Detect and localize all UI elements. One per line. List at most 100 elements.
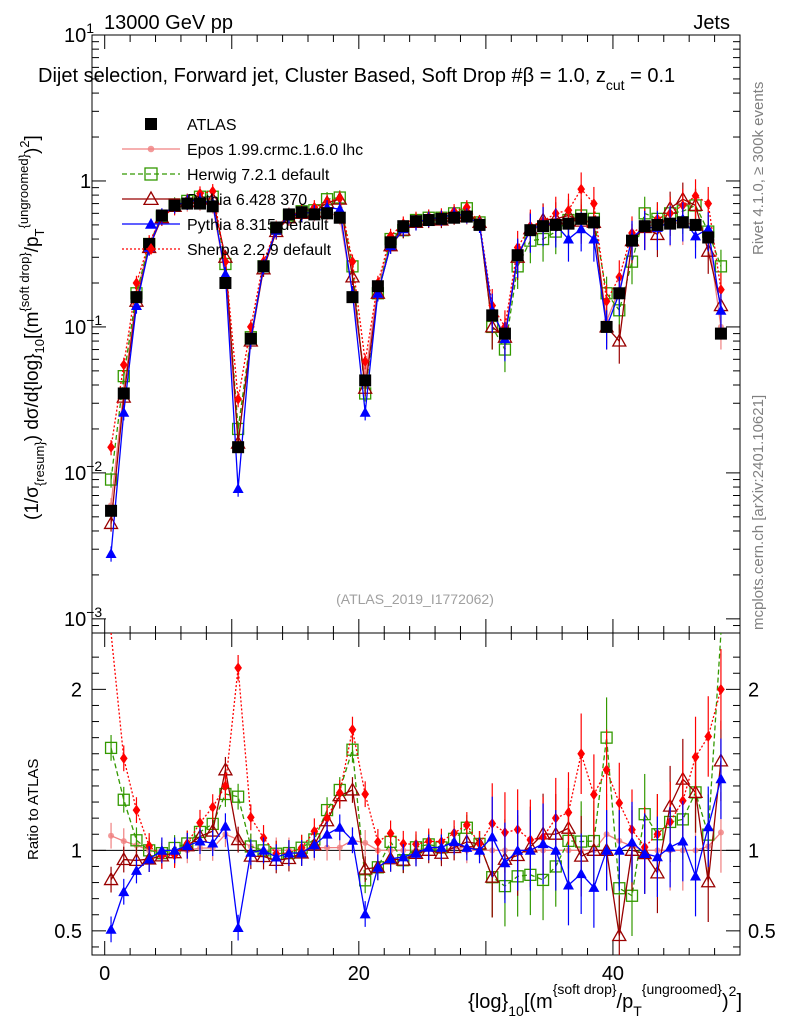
data-point xyxy=(422,214,435,227)
main-y-tick-label: 10−1 xyxy=(64,312,102,339)
ratio-point xyxy=(461,842,473,852)
legend-item: Pythia 8.315 default xyxy=(122,217,329,234)
ratio-point xyxy=(219,820,231,831)
x-tick-label: 0 xyxy=(99,963,110,985)
data-point xyxy=(651,218,664,231)
ratio-point xyxy=(577,748,586,760)
ratio-point xyxy=(397,851,409,862)
tick-base: 10 xyxy=(64,463,86,485)
data-point xyxy=(107,441,115,453)
data-point xyxy=(564,204,573,216)
ratio-point xyxy=(385,853,397,864)
ratio-point xyxy=(484,869,500,883)
x-axis-label: {log}10[(m{soft drop}/pT{ungroomed})2] xyxy=(468,981,742,1019)
legend-marker xyxy=(144,167,158,181)
data-point xyxy=(462,201,471,213)
data-point xyxy=(486,309,499,322)
main-y-tick-label: 101 xyxy=(64,20,94,47)
series-sherpa-2-2-9-default xyxy=(107,172,725,456)
ylabel-part-d: 10 xyxy=(32,339,47,353)
data-point xyxy=(690,230,702,241)
ratio-point xyxy=(499,857,511,868)
ylabel-part-j: ) xyxy=(22,148,43,154)
data-point xyxy=(181,197,194,210)
data-point xyxy=(105,504,118,517)
ratio-point xyxy=(231,790,245,803)
data-point xyxy=(715,304,727,315)
ratio-series-pythia-8-315-default xyxy=(105,738,727,943)
title-main: Dijet selection, Forward jet, Cluster Ba… xyxy=(38,65,524,87)
legend-marker xyxy=(142,190,160,206)
data-point xyxy=(638,220,651,233)
data-point xyxy=(600,320,613,333)
tick-exponent: −1 xyxy=(86,312,102,328)
ylabel-part-b: {resum} xyxy=(32,441,47,486)
legend-item: Epos 1.99.crmc.1.6.0 lhc xyxy=(122,142,363,159)
data-point xyxy=(562,217,575,230)
ratio-point xyxy=(296,847,308,858)
ratio-point xyxy=(486,831,498,842)
ratio-point xyxy=(602,764,611,776)
ratio-point xyxy=(448,836,460,847)
ratio-point xyxy=(372,861,384,872)
legend-marker xyxy=(145,118,157,130)
data-point xyxy=(344,269,361,283)
data-point xyxy=(270,221,283,234)
ratio-point xyxy=(651,851,663,862)
ylabel-part-l: ] xyxy=(22,135,43,140)
ratio-axis-ticks: 0.5 0.5 1 1 2 2 xyxy=(54,656,776,948)
ratio-point xyxy=(348,724,357,736)
ratio-point xyxy=(130,834,143,847)
ratio-point xyxy=(575,868,587,879)
ratio-point xyxy=(677,835,689,846)
data-point xyxy=(590,198,598,210)
ratio-y-tick-label: 1 xyxy=(748,840,759,862)
xlabel-part-e: /p xyxy=(617,991,634,1013)
ratio-point xyxy=(704,730,713,742)
data-point xyxy=(676,216,689,229)
ratio-point xyxy=(270,851,282,862)
ratio-point xyxy=(246,811,255,823)
ratio-series-herwig-7-2-1-default xyxy=(104,632,722,937)
ratio-y-tick-label: 2 xyxy=(748,679,759,701)
ratio-point xyxy=(613,844,625,855)
ratio-point xyxy=(601,844,613,855)
legend-label: Epos 1.99.crmc.1.6.0 lhc xyxy=(187,142,363,159)
data-point xyxy=(386,230,395,242)
ratio-point xyxy=(537,838,549,849)
data-point xyxy=(562,233,574,244)
ratio-point xyxy=(717,829,724,836)
data-point xyxy=(132,277,141,289)
data-point xyxy=(335,192,344,204)
ratio-point xyxy=(232,922,244,933)
ratio-point xyxy=(130,864,142,875)
data-point xyxy=(689,218,702,231)
ratio-point xyxy=(156,844,168,855)
ratio-point xyxy=(410,847,422,858)
title-beta: β = 1.0, z xyxy=(523,65,606,87)
ratio-point xyxy=(169,844,181,855)
data-point xyxy=(664,217,677,230)
ratio-point xyxy=(512,844,524,855)
data-point xyxy=(410,215,422,228)
data-point xyxy=(588,233,600,244)
title-cut: cut xyxy=(606,77,625,93)
ratio-series-group xyxy=(103,632,729,955)
ratio-point xyxy=(462,819,471,831)
title-tail: = 0.1 xyxy=(625,65,676,87)
ratio-y-tick-label: 0.5 xyxy=(748,921,776,943)
legend-marker xyxy=(146,243,156,255)
rivet-version-label: Rivet 4.1.0, ≥ 300k events xyxy=(750,82,767,255)
ratio-point xyxy=(588,882,600,892)
data-point xyxy=(282,208,295,221)
ylabel-part-f: {soft drop} xyxy=(17,252,32,312)
legend-label: ATLAS xyxy=(187,117,237,134)
data-point xyxy=(361,355,370,367)
legend-label: Pythia 8.315 default xyxy=(187,217,329,234)
ratio-point xyxy=(550,844,562,855)
main-y-axis-label: (1/σ{resum}) dσ/d{log}10[(m{soft drop}/p… xyxy=(16,135,47,520)
ratio-point xyxy=(245,846,257,857)
data-point xyxy=(714,327,727,340)
data-point xyxy=(611,333,627,347)
data-point xyxy=(295,206,308,219)
